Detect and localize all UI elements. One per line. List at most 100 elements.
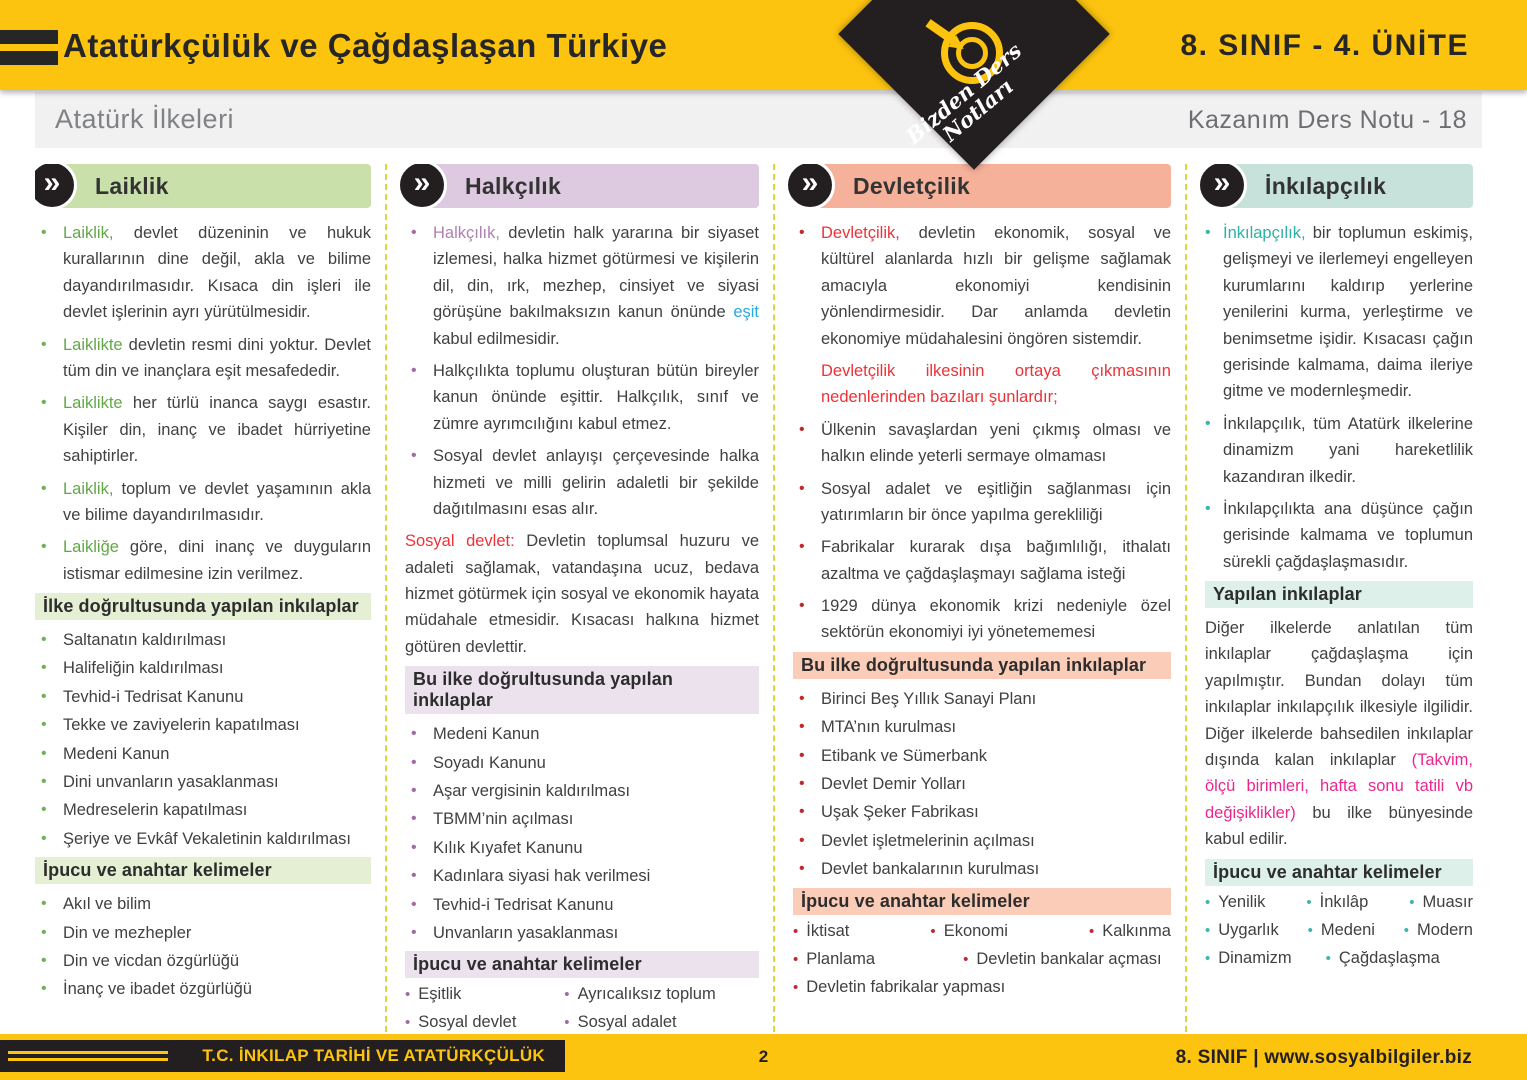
- body-text: Soyadı Kanunu: [433, 753, 546, 772]
- section-subhead: Bu ilke doğrultusunda yapılan inkılaplar: [405, 666, 759, 715]
- bullet-icon: •: [963, 950, 969, 968]
- body-text: toplum ve devlet yaşamının akla ve bilim…: [63, 479, 371, 524]
- bullet-icon: •: [1325, 949, 1331, 967]
- list-item: • İnkılapçılık, tüm Atatürk ilkelerine di…: [1205, 411, 1473, 490]
- highlight-text: Devletçilik,: [821, 224, 919, 242]
- list-item-text: Laikliğe göre, dini inanç ve duyguların …: [63, 534, 371, 587]
- bullet-icon: •: [41, 394, 47, 412]
- bullet-icon: •: [1205, 893, 1211, 911]
- body-text: Fabrikalar kurarak dışa bağımlılığı, ith…: [821, 538, 1171, 583]
- body-text: Medeni Kanun: [63, 744, 170, 763]
- target-arrow-icon: [925, 19, 1003, 84]
- keyword-item: • Ayrıcalıksız toplum: [564, 985, 759, 1004]
- keyword-text: İnkılâp: [1319, 892, 1369, 911]
- column-devletcilik: » Devletçilik • Devletçilik, devletin ekono…: [775, 164, 1187, 1032]
- bullet-icon: •: [411, 782, 417, 800]
- list-item-text: Kılık Kıyafet Kanunu: [433, 835, 759, 861]
- list-item-text: Halkçılıkta toplumu oluşturan bütün bire…: [433, 358, 759, 437]
- keyword-item: • Dinamizm: [1205, 949, 1326, 968]
- list-item: • Tevhid-i Tedrisat Kanunu: [405, 892, 759, 918]
- list-item-text: Devlet bankalarının kurulması: [821, 856, 1171, 882]
- list-item-text: Saltanatın kaldırılması: [63, 627, 371, 653]
- bullet-icon: •: [1403, 921, 1410, 939]
- bullet-icon: •: [793, 922, 799, 940]
- keyword-row: • İktisat • Ekonomi • Kalkınma: [793, 922, 1171, 941]
- list-item: • İnanç ve ibadet özgürlüğü: [35, 976, 371, 1002]
- bullet-icon: •: [411, 361, 417, 379]
- bullet-icon: •: [41, 687, 47, 705]
- body-text: devlet düzeninin ve hukuk kurallarının d…: [63, 224, 371, 322]
- list-item-text: Din ve mezhepler: [63, 920, 371, 946]
- list-item-text: İnkılapçılıkta ana düşünce çağın gerisin…: [1223, 496, 1473, 575]
- keyword-item: • İktisat: [793, 922, 849, 941]
- body-text: bu ilke bünyesinde kabul edilir.: [1205, 803, 1473, 849]
- bullet-icon: •: [799, 775, 805, 793]
- sub-band: Atatürk İlkeleri Kazanım Ders Notu - 18: [35, 92, 1482, 148]
- body-text: İnkılapçılık, tüm Atatürk ilkelerine din…: [1223, 414, 1473, 486]
- body-text: MTA’nın kurulması: [821, 718, 957, 737]
- body-text: Tevhid-i Tedrisat Kanunu: [433, 895, 614, 914]
- list-item: • Halkçılık, devletin halk yararına bir s…: [405, 220, 759, 352]
- list-item-text: Şeriye ve Evkâf Vekaletinin kaldırılması: [63, 826, 371, 852]
- body-text: Devlet işletmelerinin açılması: [821, 831, 1035, 850]
- body-text: Devlet Demir Yolları: [821, 775, 966, 794]
- body-text: Diğer ilkelerde anlatılan tüm inkılaplar…: [1205, 619, 1473, 770]
- keyword-item: • Çağdaşlaşma: [1326, 949, 1473, 968]
- bullet-icon: •: [1205, 499, 1211, 517]
- keyword-item: • Sosyal devlet: [405, 1013, 564, 1032]
- list-item-text: Laiklik, toplum ve devlet yaşamının akla…: [63, 476, 371, 529]
- column-inkilapcilik: » İnkılapçılık • İnkılapçılık, bir toplumun…: [1187, 164, 1487, 1032]
- bullet-icon: •: [411, 867, 417, 885]
- list-item: • Fabrikalar kurarak dışa bağımlılığı, it…: [793, 534, 1171, 587]
- body-text: İnanç ve ibadet özgürlüğü: [63, 980, 252, 999]
- bullet-icon: •: [41, 335, 47, 353]
- highlight-text: Laiklikte: [63, 335, 129, 354]
- keyword-item: • Planlama: [793, 950, 963, 969]
- bullet-icon: •: [799, 538, 805, 556]
- list-item: • Sosyal adalet ve eşitliğin sağlanması i…: [793, 476, 1171, 529]
- list-item: • Medreselerin kapatılması: [35, 797, 371, 823]
- body-text: Etibank ve Sümerbank: [821, 746, 988, 765]
- keyword-item: • Devletin bankalar açması: [963, 950, 1171, 969]
- list-item: • Kadınlara siyasi hak verilmesi: [405, 863, 759, 889]
- keyword-text: Devletin bankalar açması: [976, 949, 1162, 968]
- keyword-item: • Medeni: [1308, 921, 1375, 940]
- body-text: Akıl ve bilim: [63, 895, 152, 914]
- bullet-icon: •: [1205, 414, 1211, 432]
- list-item-text: Laiklik, devlet düzeninin ve hukuk kural…: [63, 220, 371, 326]
- bullet-icon: •: [799, 479, 805, 497]
- body-text: Birinci Beş Yıllık Sanayi Planı: [821, 689, 1037, 708]
- body-text: Tekke ve zaviyelerin kapatılması: [63, 716, 300, 735]
- keyword-row: • Yenilik • İnkılâp • Muasır: [1205, 893, 1473, 912]
- column-laiklik: » Laiklik • Laiklik, devlet düzeninin ve hu…: [35, 164, 387, 1032]
- keyword-item: • Modern: [1404, 921, 1473, 940]
- keyword-text: Dinamizm: [1218, 948, 1292, 967]
- body-text: devletin ekonomik, sosyal ve kültürel al…: [821, 224, 1171, 348]
- list-item: • Sosyal devlet anlayışı çerçevesinde hal…: [405, 443, 759, 522]
- list-item: • Laiklik, toplum ve devlet yaşamının akl…: [35, 476, 371, 529]
- bullet-icon: •: [799, 746, 805, 764]
- list-item: • Devlet işletmelerinin açılması: [793, 828, 1171, 854]
- bullet-icon: •: [41, 895, 47, 913]
- body-text: Aşar vergisinin kaldırılması: [433, 782, 631, 801]
- body-text: Din ve vicdan özgürlüğü: [63, 951, 240, 970]
- bullet-icon: •: [1088, 922, 1095, 940]
- keyword-item: • Sosyal adalet: [564, 1013, 759, 1032]
- body-text: Devletin toplumsal huzuru ve adaleti sağ…: [405, 532, 760, 656]
- bullet-icon: •: [799, 718, 805, 736]
- keyword-text: Kalkınma: [1102, 921, 1171, 940]
- list-item: • Laiklik, devlet düzeninin ve hukuk kura…: [35, 220, 371, 326]
- bullet-icon: •: [411, 810, 417, 828]
- body-text: Halifeliğin kaldırılması: [63, 659, 224, 678]
- bullet-icon: •: [1205, 949, 1211, 967]
- list-item: • Saltanatın kaldırılması: [35, 627, 371, 653]
- list-item: • 1929 dünya ekonomik krizi nedeniyle öze…: [793, 593, 1171, 646]
- keyword-text: Devletin fabrikalar yapması: [806, 977, 1006, 996]
- body-text: Devlet bankalarının kurulması: [821, 860, 1040, 879]
- bullet-icon: •: [411, 838, 417, 856]
- list-item-text: İnkılapçılık, bir toplumun eskimiş, geli…: [1223, 220, 1473, 405]
- bullet-icon: •: [41, 829, 47, 847]
- paragraph: Diğer ilkelerde anlatılan tüm inkılaplar…: [1205, 615, 1473, 853]
- list-item: • Medeni Kanun: [35, 741, 371, 767]
- list-item: • Unvanların yasaklanması: [405, 920, 759, 946]
